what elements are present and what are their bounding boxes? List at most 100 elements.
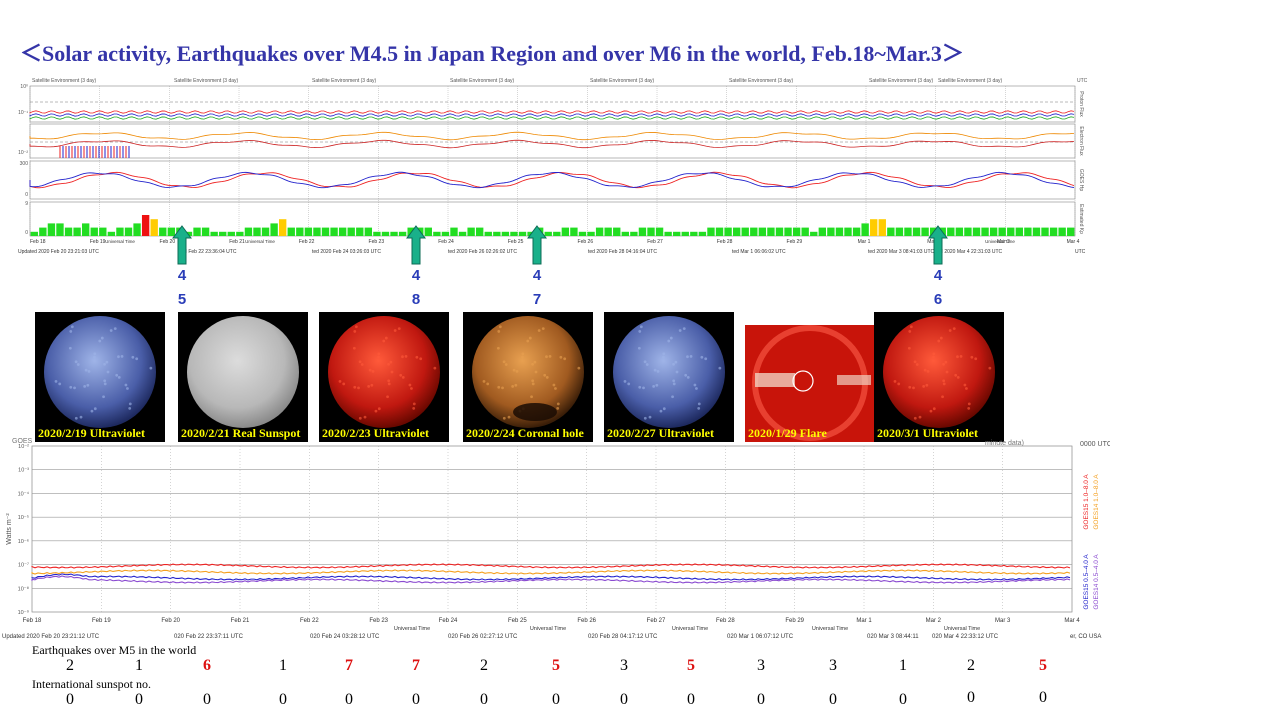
sun-texture-dot [515,369,519,373]
sub-panel-label: Estimated Kp [1078,204,1084,234]
date-tick-label: Mar 4 [1067,239,1080,245]
sun-texture-dot [54,380,58,383]
kp-bar [972,227,981,236]
kp-bar [458,231,467,236]
goes-updated-label: 020 Mar 4 22:33:12 UTC [932,634,999,640]
sun-texture-dot [718,366,722,370]
kp-bar [1015,227,1024,236]
sun-image-caption: 2020/2/21 Real Sunspot [181,426,301,440]
sun-texture-dot [678,329,682,332]
sun-texture-dot [970,355,974,359]
sun-texture-dot [693,383,697,387]
date-tick-label: Feb 24 [438,239,454,245]
sun-texture-dot [637,346,641,350]
sun-texture-dot [674,360,678,364]
goes-xray-panel: GOES minute data) 0000 UTC 10⁻² 10⁻³ 10⁻⁴ 10⁻⁵… [2,438,1110,640]
updated-label: ted 2020 Feb 24 03:26:03 UTC [312,249,381,255]
sun-texture-dot [58,382,62,386]
sun-disk [328,316,440,428]
kp-bar [270,223,278,236]
sun-texture-dot [433,366,437,370]
sun-texture-dot [497,385,501,389]
kp-bar [1041,227,1049,236]
sunspots-label: International sunspot no. [32,677,151,691]
kp-bar [578,231,587,236]
kp-bar [47,223,56,236]
sun-texture-dot [638,330,642,333]
kp-bar [1032,227,1041,236]
sun-image-caption: 2020/2/27 Ultraviolet [607,426,714,440]
green-arrow-icon [928,225,948,265]
panel-header-label: Satellite Environment (3 day) [938,78,1003,84]
kp-bar [827,227,835,236]
sun-texture-dot [893,380,897,383]
kp-bar [338,227,347,236]
goes-y-tick-label: 10⁻³ [18,468,29,474]
sun-texture-dot [945,370,949,374]
arrow-number-bottom: 6 [933,291,943,308]
sun-texture-dot [502,416,506,420]
goes-date-tick-label: Feb 23 [369,618,388,624]
sun-texture-dot [913,360,917,364]
sub-panel-frame [29,85,1076,123]
sun-texture-dot [386,395,389,399]
panel-header-label: Satellite Environment (3 day) [729,78,794,84]
sun-texture-dot [106,370,110,374]
green-arrow-shape [406,225,426,265]
sun-texture-dot [669,336,673,340]
kp-bar [64,227,73,236]
kp-bar [767,227,775,236]
sun-image: 2020/1/29 Flare [745,325,875,442]
kp-bar [467,227,475,236]
goes-date-tick-label: Feb 19 [92,618,111,624]
sun-texture-dot [353,330,357,333]
sun-image: 2020/2/23 Ultraviolet [319,312,449,442]
sun-texture-dot [377,407,381,411]
goes-date-tick-label: Mar 1 [856,618,872,624]
kp-bar [201,227,210,236]
kp-bar [775,227,784,236]
sun-texture-dot [507,415,511,419]
kp-bar [484,231,492,236]
sun-texture-dot [638,385,642,389]
kp-bar [501,231,510,236]
earthquake-count-cell: 2 [967,657,975,674]
kp-bar [330,227,338,236]
sun-texture-dot [533,360,537,364]
sun-texture-dot [521,355,524,359]
sun-texture-dot [342,382,346,386]
kp-bar [724,227,732,236]
goes-date-tick-label: Feb 29 [785,618,804,624]
green-arrow-shape [928,225,948,265]
sun-texture-dot [653,368,657,372]
sun-texture-dot [534,370,538,374]
goes-y-tick-label: 10⁻⁷ [18,562,29,569]
sun-image-caption: 2020/2/23 Ultraviolet [322,426,429,440]
sun-texture-dot [374,409,378,413]
sun-texture-dot [937,339,941,343]
sun-texture-dot [700,355,704,359]
earthquakes-label: Earthquakes over M5 in the world [32,643,197,657]
sun-texture-dot [554,387,557,390]
sub-panel-frame [29,160,1076,200]
kp-bar [810,231,818,236]
sun-texture-dot [974,357,978,361]
sun-image: 2020/3/1 Ultraviolet [874,312,1004,442]
utc-label: UTC [1077,78,1088,84]
kp-bar [947,227,955,236]
sun-texture-dot [87,369,91,373]
sun-texture-dot [956,375,960,379]
kp-bar [433,231,441,236]
kp-bar [732,227,741,236]
updated-label: ted Feb 22 23:36:04 UTC [180,249,237,255]
sun-texture-dot [401,355,404,359]
sun-texture-dot [84,368,88,372]
goes-y-tick-label: 10⁻⁵ [18,514,29,521]
kp-bar [621,231,629,236]
y-tick-label: 9 [25,201,28,207]
sun-texture-dot [352,346,356,350]
sun-texture-dot [577,366,581,370]
kp-bar [998,227,1006,236]
sun-texture-dot [69,330,73,333]
sun-texture-dot [363,415,367,419]
